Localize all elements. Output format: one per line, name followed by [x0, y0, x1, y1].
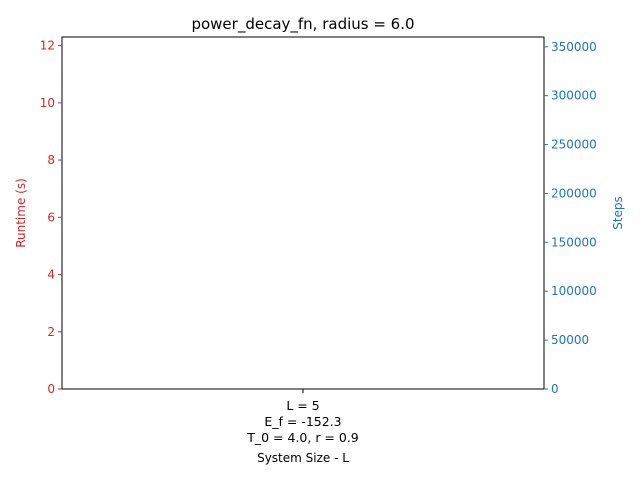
right-y-tick-label: 300000: [551, 89, 597, 103]
left-y-tick-label: 0: [47, 382, 55, 396]
left-y-tick-label: 4: [47, 268, 55, 282]
left-y-tick-label: 10: [40, 96, 55, 110]
left-y-axis-label: Runtime (s): [14, 178, 28, 248]
x-tick-label: L = 5 E_f = -152.3 T_0 = 4.0, r = 0.9: [246, 398, 359, 445]
left-y-tick-label: 12: [40, 39, 55, 53]
right-y-tick-label: 350000: [551, 40, 597, 54]
left-y-tick-label: 2: [47, 325, 55, 339]
plot-frame: [61, 36, 545, 390]
left-y-axis: 0 2 4 6 8 10 12: [40, 37, 63, 396]
left-y-tick-label: 8: [47, 153, 55, 167]
right-y-axis: 0 50000 100000 150000 200000 250000 300000 3500…: [543, 37, 597, 396]
right-y-tick-label: 200000: [551, 186, 597, 200]
right-y-tick-label: 150000: [551, 235, 597, 249]
x-axis-label: System Size - L: [257, 451, 349, 465]
x-axis: L = 5 E_f = -152.3 T_0 = 4.0, r = 0.9: [246, 389, 359, 445]
left-y-tick-label: 6: [47, 210, 55, 224]
right-y-tick-label: 50000: [551, 333, 589, 347]
chart-title: power_decay_fn, radius = 6.0: [191, 15, 414, 34]
right-y-tick-label: 100000: [551, 284, 597, 298]
right-y-axis-label: Steps: [611, 196, 625, 230]
right-y-tick-label: 250000: [551, 138, 597, 152]
right-y-tick-label: 0: [551, 382, 559, 396]
